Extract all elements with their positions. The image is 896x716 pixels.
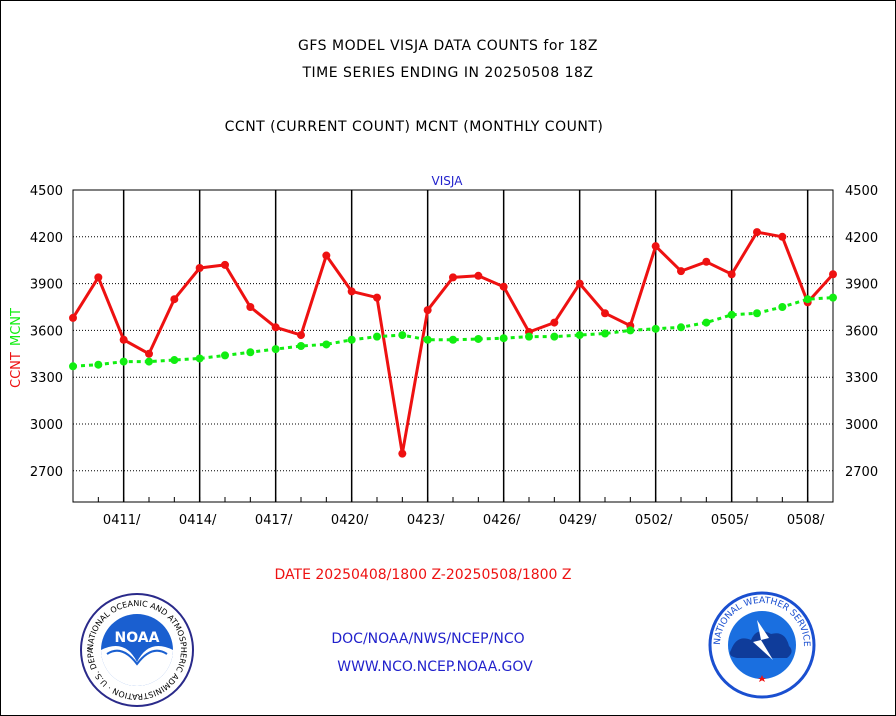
x-axis-label: DATE 20250408/1800 Z-20250508/1800 Z [275, 567, 572, 583]
y-tick-label-right: 3300 [845, 371, 878, 386]
data-point-mcnt [474, 334, 483, 343]
chart-subtitle: CCNT (CURRENT COUNT) MCNT (MONTHLY COUNT… [224, 119, 604, 135]
data-point-ccnt [677, 267, 685, 276]
y-tick-label-right: 4200 [845, 231, 878, 246]
data-point-mcnt [271, 345, 280, 354]
data-point-ccnt [398, 449, 407, 458]
data-point-ccnt [322, 251, 331, 260]
y-tick-label-right: 3600 [845, 324, 878, 339]
data-point-ccnt [778, 232, 787, 241]
data-point-ccnt [499, 282, 508, 291]
y-tick-label-right: 3000 [845, 418, 878, 433]
data-point-ccnt [474, 271, 483, 280]
nws-star-icon [758, 675, 766, 682]
data-point-mcnt [778, 303, 787, 311]
noaa-logo: NATIONAL OCEANIC AND ATMOSPHERIC ADMINIS… [77, 590, 194, 707]
data-point-mcnt [550, 332, 559, 341]
y-axis-label-mcnt: MCNT [9, 308, 24, 346]
data-point-mcnt [702, 318, 711, 327]
x-tick-label: 0420/ [331, 513, 369, 528]
x-tick-label: 0502/ [635, 513, 673, 528]
y-tick-label-right: 4500 [845, 184, 878, 199]
chart-title-line-1: GFS MODEL VISJA DATA COUNTS for 18Z [298, 38, 598, 54]
chart-title-line-2: TIME SERIES ENDING IN 20250508 18Z [302, 65, 594, 81]
x-tick-label: 0414/ [179, 513, 217, 528]
data-point-ccnt [702, 257, 711, 266]
data-point-ccnt [373, 293, 381, 302]
y-tick-label-right: 2700 [845, 465, 878, 480]
data-point-ccnt [575, 279, 584, 288]
y-tick-label-left: 3900 [30, 278, 63, 293]
data-point-mcnt [525, 332, 533, 341]
data-point-mcnt [601, 329, 609, 338]
data-point-mcnt [727, 310, 736, 319]
data-point-mcnt [246, 348, 255, 357]
data-point-ccnt [423, 306, 432, 315]
y-tick-label-left: 3600 [30, 324, 63, 339]
data-point-ccnt [550, 318, 559, 327]
data-point-mcnt [803, 295, 812, 304]
data-point-ccnt [94, 273, 103, 282]
data-point-ccnt [297, 331, 305, 340]
nws-logo: NATIONAL WEATHER SERVICE [708, 591, 816, 699]
data-point-ccnt [69, 313, 77, 322]
data-point-mcnt [651, 324, 660, 333]
x-tick-label: 0411/ [103, 513, 141, 528]
data-point-mcnt [677, 323, 685, 332]
data-point-mcnt [449, 335, 457, 344]
footer-url-line: WWW.NCO.NCEP.NOAA.GOV [337, 659, 533, 675]
data-point-ccnt [221, 260, 229, 269]
y-tick-label-left: 3300 [30, 371, 63, 386]
data-point-mcnt [221, 351, 229, 360]
data-point-mcnt [322, 340, 331, 349]
data-point-mcnt [94, 360, 103, 369]
data-point-ccnt [170, 295, 179, 304]
data-point-mcnt [753, 309, 761, 318]
data-point-mcnt [195, 354, 204, 363]
y-axis-label-ccnt: CCNT [9, 352, 24, 388]
data-point-mcnt [145, 357, 153, 366]
y-tick-label-left: 4500 [30, 184, 63, 199]
data-point-ccnt [119, 335, 128, 344]
data-point-mcnt [499, 334, 508, 343]
y-tick-label-left: 2700 [30, 465, 63, 480]
data-point-ccnt [651, 242, 660, 251]
data-point-mcnt [347, 335, 356, 344]
data-point-ccnt [246, 303, 255, 311]
data-point-mcnt [398, 331, 407, 340]
data-point-ccnt [829, 270, 837, 279]
data-point-ccnt [195, 264, 204, 272]
panel-label: VISJA [432, 174, 464, 188]
data-point-mcnt [119, 357, 128, 366]
x-tick-label: 0505/ [711, 513, 749, 528]
x-tick-label: 0426/ [483, 513, 521, 528]
noaa-center-text: NOAA [115, 630, 160, 646]
data-point-ccnt [449, 273, 457, 282]
footer-doc-line: DOC/NOAA/NWS/NCEP/NCO [331, 631, 525, 647]
data-point-mcnt [373, 332, 381, 341]
data-point-mcnt [423, 335, 432, 344]
data-point-ccnt [347, 287, 356, 296]
data-point-mcnt [69, 362, 77, 371]
data-point-mcnt [829, 293, 837, 302]
data-point-ccnt [271, 323, 280, 332]
data-point-mcnt [297, 342, 305, 350]
x-tick-label: 0417/ [255, 513, 293, 528]
data-point-mcnt [170, 356, 179, 365]
data-point-ccnt [601, 309, 609, 318]
y-tick-label-right: 3900 [845, 278, 878, 293]
x-tick-label: 0423/ [407, 513, 445, 528]
data-point-mcnt [575, 331, 584, 340]
x-tick-label: 0429/ [559, 513, 597, 528]
data-point-ccnt [145, 349, 153, 358]
y-tick-label-left: 3000 [30, 418, 63, 433]
data-point-ccnt [753, 228, 761, 237]
data-point-mcnt [626, 326, 635, 335]
x-tick-label: 0508/ [787, 513, 825, 528]
series-line-mcnt [72, 296, 834, 368]
y-tick-label-left: 4200 [30, 231, 63, 246]
data-point-ccnt [727, 270, 736, 279]
